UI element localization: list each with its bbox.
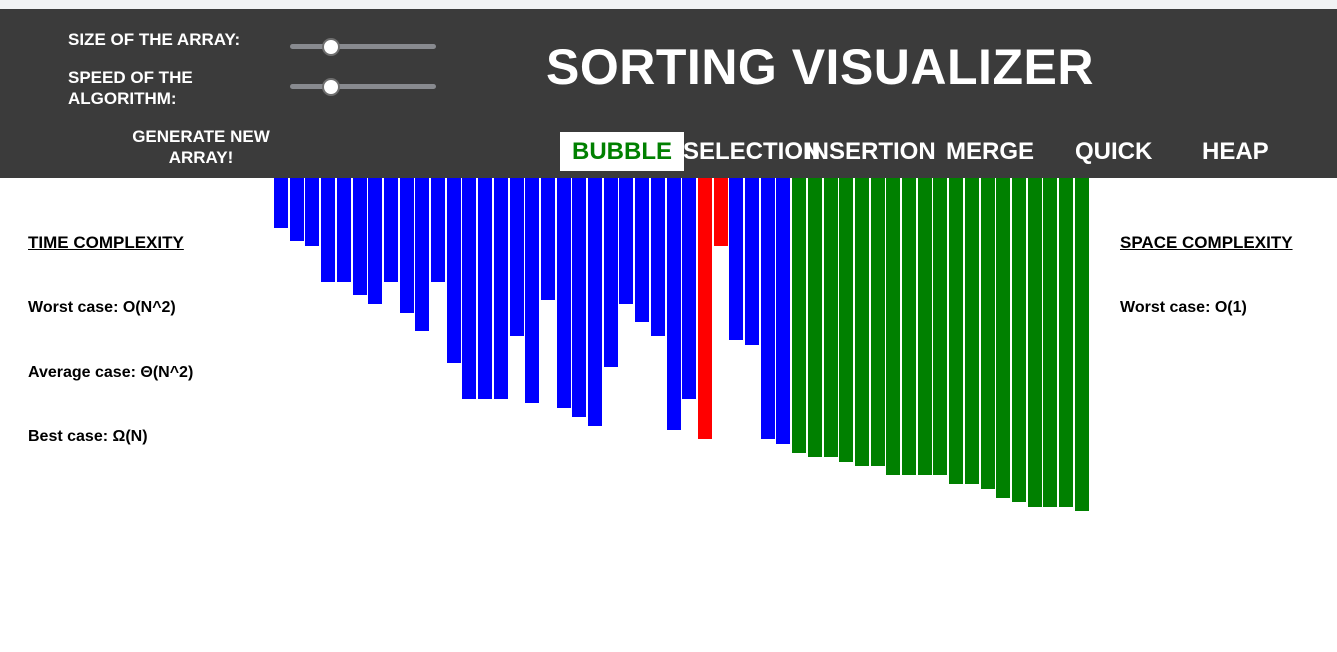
control-header: SIZE OF THE ARRAY: SPEED OF THE ALGORITH… [0,9,1337,178]
space-worst-label: Worst case: [1120,299,1211,316]
algo-button-bubble[interactable]: BUBBLE [560,132,684,171]
array-bar [651,178,665,336]
page-title: SORTING VISUALIZER [546,39,1094,95]
array-bar [902,178,916,475]
array-bar [494,178,508,399]
array-bar [996,178,1010,498]
array-bar [274,178,288,228]
array-size-slider[interactable] [290,38,436,56]
array-bar [321,178,335,282]
algo-button-quick[interactable]: QUICK [1075,138,1153,165]
array-bar [541,178,555,300]
array-bar [965,178,979,484]
slider-track [290,44,436,49]
array-bar [792,178,806,453]
array-bar [1059,178,1073,507]
slider-thumb[interactable] [322,38,340,56]
array-bar [729,178,743,340]
array-bar [824,178,838,457]
array-bar [667,178,681,430]
array-bar [1075,178,1089,511]
generate-new-array-button[interactable]: GENERATE NEW ARRAY! [112,126,290,168]
slider-thumb[interactable] [322,78,340,96]
array-bar [871,178,885,466]
best-case-value: Ω(N) [112,428,148,445]
array-bar [635,178,649,322]
array-bar [368,178,382,304]
array-bar [1012,178,1026,502]
array-bar [384,178,398,282]
array-bar [698,178,712,439]
array-bar [714,178,728,246]
time-complexity-heading: TIME COMPLEXITY [28,233,184,252]
array-bar [431,178,445,282]
space-worst-case: Worst case: O(1) [1120,298,1247,318]
best-case-label: Best case: [28,428,109,445]
array-bar [400,178,414,313]
array-bar [839,178,853,462]
array-bar [761,178,775,439]
array-bar [604,178,618,367]
array-bars-container [0,178,1337,652]
array-bar [572,178,586,417]
average-case-label: Average case: [28,364,136,381]
space-worst-value: O(1) [1214,299,1247,316]
array-bar [808,178,822,457]
space-complexity-heading: SPACE COMPLEXITY [1120,233,1293,252]
generate-label-line2: ARRAY! [168,148,234,167]
browser-top-strip [0,0,1337,9]
speed-label-line2: ALGORITHM: [68,89,177,108]
array-bar [682,178,696,399]
array-bar [462,178,476,399]
worst-case-value: O(N^2) [122,299,176,316]
algo-button-merge[interactable]: MERGE [946,138,1035,165]
array-bar [1028,178,1042,507]
array-bar [447,178,461,363]
array-bar [619,178,633,304]
array-bar [305,178,319,246]
array-bar [745,178,759,345]
time-worst-case: Worst case: O(N^2) [28,298,176,318]
average-case-value: Θ(N^2) [140,364,194,381]
array-size-label: SIZE OF THE ARRAY: [68,30,241,49]
worst-case-label: Worst case: [28,299,119,316]
generate-label-line1: GENERATE NEW [132,127,270,146]
array-bar [933,178,947,475]
array-bar [557,178,571,408]
array-bar [918,178,932,475]
algo-button-heap[interactable]: HEAP [1202,138,1269,165]
array-bar [1043,178,1057,507]
algo-button-insertion[interactable]: INSERTION [805,138,936,165]
algo-button-selection[interactable]: SELECTION [683,138,821,165]
array-bar [776,178,790,444]
array-bar [525,178,539,403]
array-bar [415,178,429,331]
array-bar [290,178,304,241]
array-bar [353,178,367,295]
array-bar [588,178,602,426]
slider-track [290,84,436,89]
time-best-case: Best case: Ω(N) [28,427,148,447]
time-average-case: Average case: Θ(N^2) [28,363,193,383]
array-bar [855,178,869,466]
speed-slider[interactable] [290,78,436,96]
array-bar [949,178,963,484]
array-bar [510,178,524,336]
speed-label: SPEED OF THE ALGORITHM: [68,67,193,109]
array-bar [981,178,995,489]
speed-label-line1: SPEED OF THE [68,68,193,87]
array-bar [337,178,351,282]
array-bar [478,178,492,399]
array-bar [886,178,900,475]
